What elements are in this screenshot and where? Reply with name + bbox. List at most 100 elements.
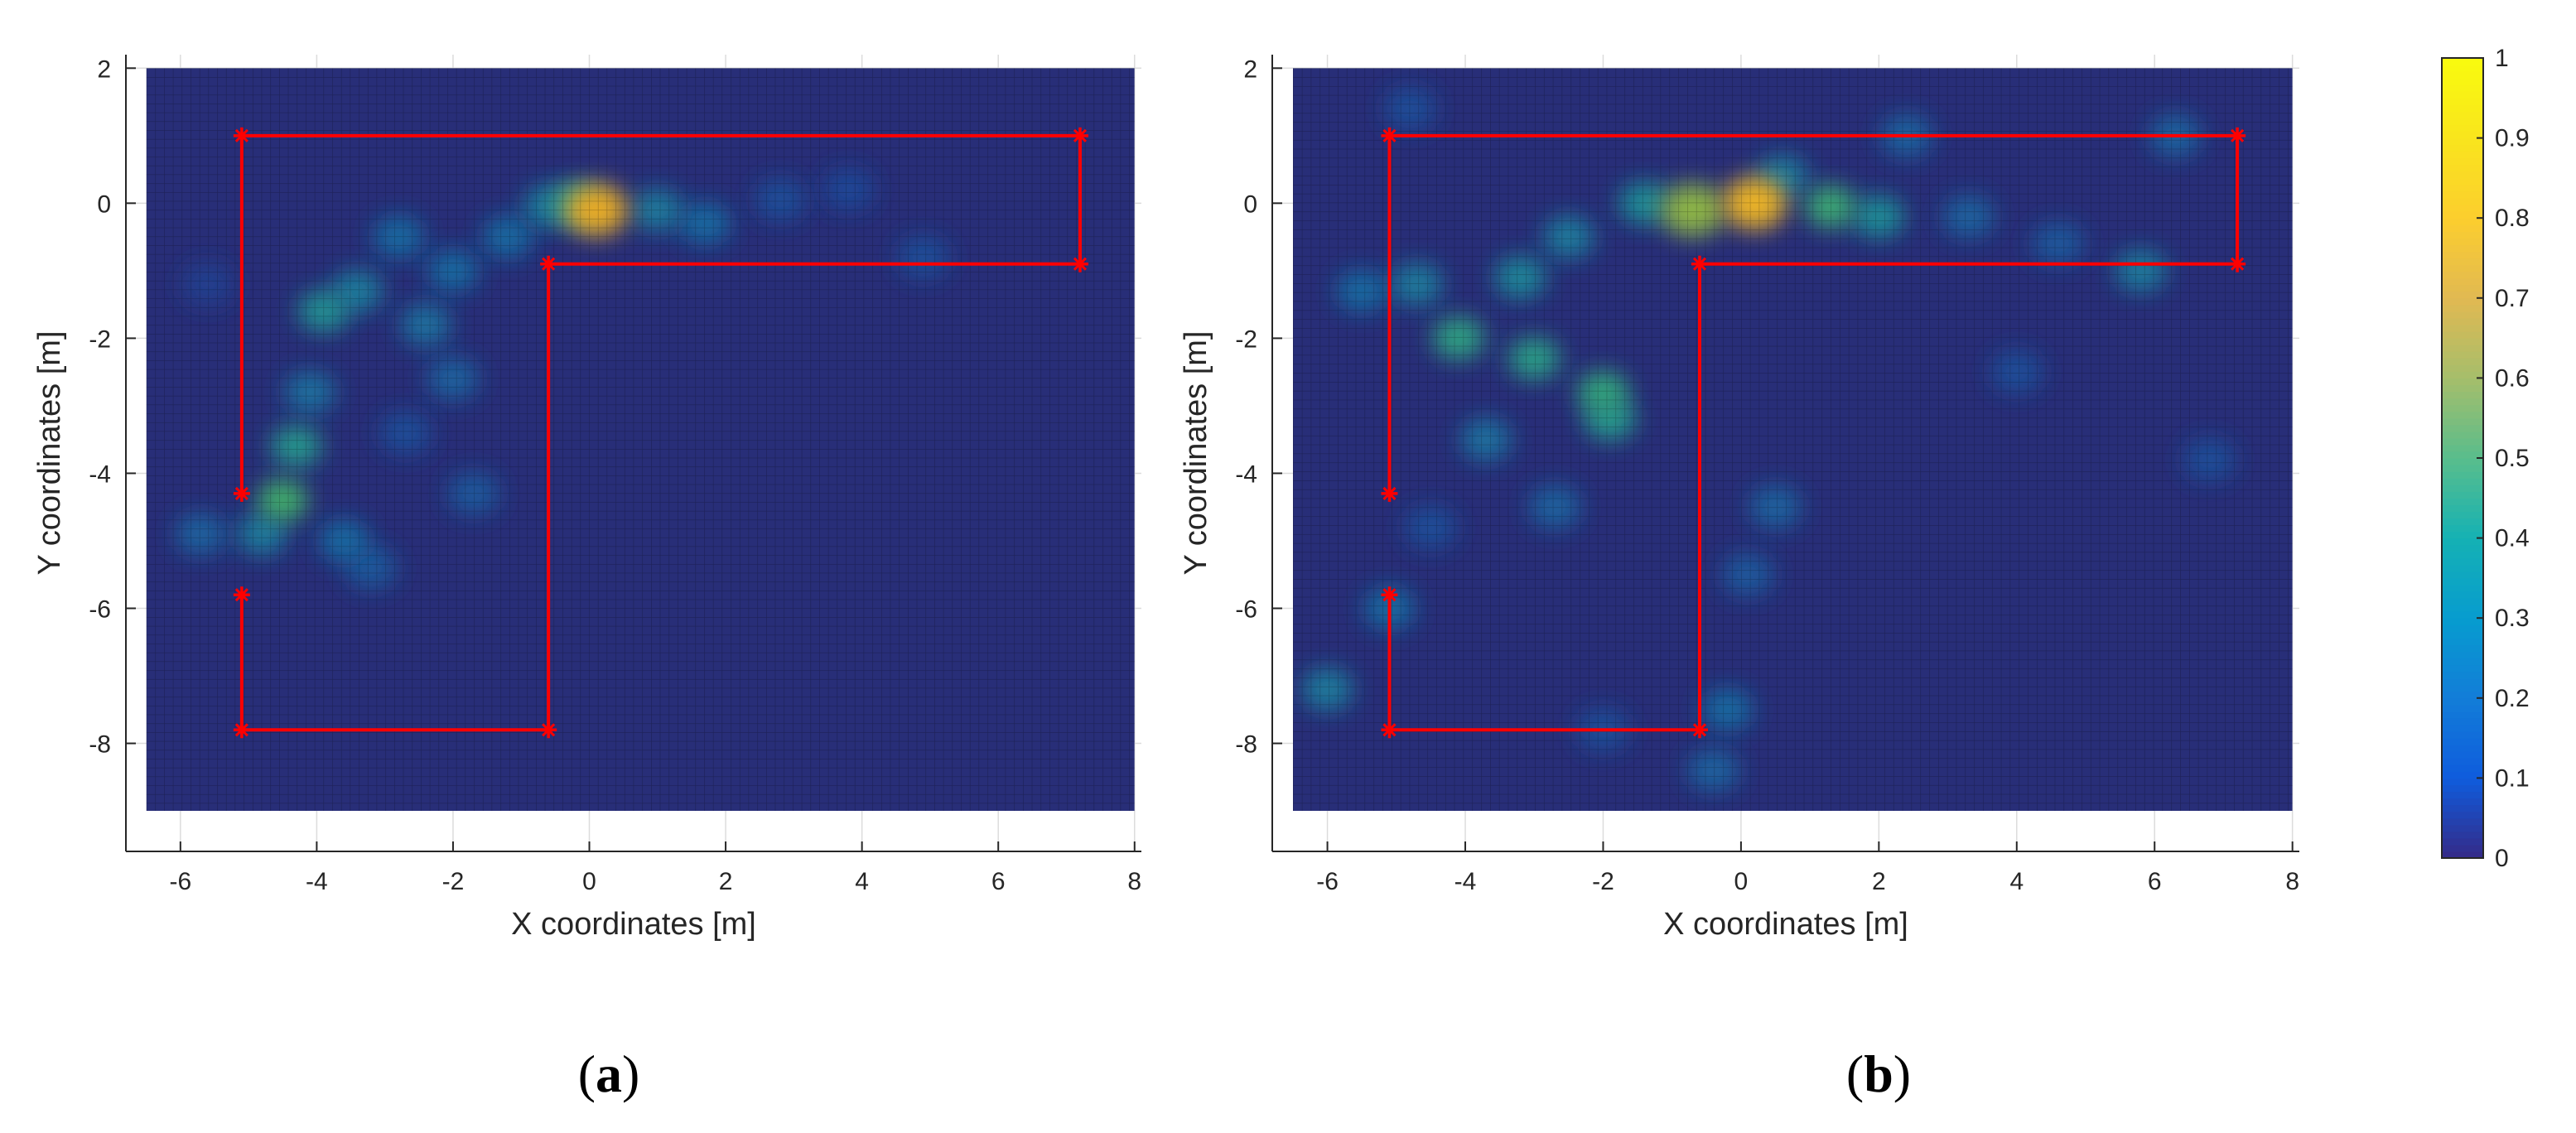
colorbar-band: [2442, 297, 2483, 306]
colorbar-band: [2442, 58, 2483, 65]
colorbar-band: [2442, 531, 2483, 539]
colorbar-tick-label: 0.2: [2495, 685, 2530, 712]
colorbar-band: [2442, 618, 2483, 625]
colorbar-band: [2442, 804, 2483, 812]
colorbar-band: [2442, 177, 2483, 186]
x-axis-label: X coordinates [m]: [1663, 907, 1908, 942]
colorbar-band: [2442, 91, 2483, 99]
colorbar-band: [2442, 411, 2483, 419]
colorbar-band: [2442, 284, 2483, 292]
colorbar-band: [2442, 471, 2483, 479]
colorbar-band: [2442, 78, 2483, 85]
colorbar-band: [2442, 738, 2483, 745]
y-tick-label: -4: [89, 460, 111, 488]
caption-b-letter: b: [1864, 1044, 1893, 1103]
colorbar-band: [2442, 731, 2483, 739]
colorbar-band: [2442, 338, 2483, 345]
colorbar-band: [2442, 644, 2483, 653]
colorbar-band: [2442, 638, 2483, 645]
x-tick-label: 2: [719, 868, 733, 895]
colorbar-band: [2442, 271, 2483, 279]
colorbar-band: [2442, 131, 2483, 139]
colorbar-band: [2442, 98, 2483, 105]
caption-a-open: (: [578, 1044, 596, 1103]
caption-a: (a): [578, 1044, 640, 1103]
colorbar-band: [2442, 631, 2483, 639]
colorbar-tick-label: 0.5: [2495, 445, 2530, 472]
x-tick-label: 2: [1872, 868, 1886, 895]
axes-box: [1271, 55, 2299, 852]
path-line: [1387, 133, 2240, 732]
colorbar-band: [2442, 364, 2483, 372]
colorbar-band: [2442, 831, 2483, 839]
colorbar-band: [2442, 571, 2483, 579]
colorbar-band: [2442, 404, 2483, 412]
colorbar-band: [2442, 518, 2483, 526]
colorbar-band: [2442, 677, 2483, 686]
colorbar-band: [2442, 384, 2483, 393]
colorbar-band: [2442, 771, 2483, 779]
colorbar-band: [2442, 444, 2483, 452]
x-tick-label: 6: [991, 868, 1006, 895]
reference-path: [1381, 127, 2246, 739]
colorbar-band: [2442, 544, 2483, 552]
colorbar-band: [2442, 751, 2483, 759]
path-marker: [1071, 127, 1088, 144]
y-tick-label: -8: [1235, 731, 1257, 759]
colorbar-band: [2442, 711, 2483, 719]
colorbar-band: [2442, 811, 2483, 819]
caption-b-open: (: [1846, 1044, 1864, 1103]
colorbar-band: [2442, 198, 2483, 205]
colorbar-band: [2442, 557, 2483, 566]
colorbar-band: [2442, 264, 2483, 272]
path-marker: [233, 485, 250, 502]
colorbar-band: [2442, 111, 2483, 119]
colorbar-band: [2442, 218, 2483, 225]
y-tick-label: 0: [97, 190, 111, 218]
x-tick-label: -2: [1592, 868, 1614, 895]
path-marker: [1381, 127, 1398, 144]
colorbar-band: [2442, 277, 2483, 286]
colorbar-band: [2442, 231, 2483, 239]
colorbar-tick-label: 0.3: [2495, 605, 2530, 632]
path-marker: [540, 721, 557, 739]
y-tick-label: -6: [1235, 596, 1257, 624]
colorbar-tick-label: 0.8: [2495, 205, 2530, 232]
colorbar-band: [2442, 485, 2483, 492]
y-tick-label: -2: [1235, 325, 1257, 353]
colorbar-tick-label: 0: [2495, 845, 2509, 872]
path-marker: [2229, 255, 2246, 272]
colorbar-band: [2442, 764, 2483, 772]
colorbar-band: [2442, 124, 2483, 133]
colorbar-band: [2442, 691, 2483, 699]
colorbar-band: [2442, 291, 2483, 299]
y-tick-label: 2: [97, 55, 111, 83]
colorbar-tick-label: 0.9: [2495, 125, 2530, 152]
caption-b-close: ): [1893, 1044, 1911, 1103]
colorbar-band: [2442, 398, 2483, 406]
colorbar-band: [2442, 137, 2483, 146]
x-tick-label: -2: [442, 868, 465, 895]
colorbar-band: [2442, 564, 2483, 572]
colorbar-band: [2442, 817, 2483, 826]
colorbar-band: [2442, 725, 2483, 732]
heatmap-panel-b: -6 -4 -2 0 2 4 6 8-8-6-4-202 X coordinates [m] …: [1179, 55, 2299, 942]
heatmap-cell-grid: [1292, 68, 2293, 812]
colorbar-band: [2442, 331, 2483, 339]
x-tick-label: 6: [2148, 868, 2162, 895]
colorbar-band: [2442, 304, 2483, 312]
colorbar-band: [2442, 584, 2483, 592]
path-marker: [1381, 485, 1398, 502]
x-tick-label: -4: [306, 868, 328, 895]
tick-labels: -6 -4 -2 0 2 4 6 8 -8 -6 -4 -2 0 2: [89, 55, 1141, 895]
colorbar-band: [2442, 378, 2483, 386]
colorbar-band: [2442, 211, 2483, 219]
colorbar-band: [2442, 504, 2483, 512]
axes-box: [125, 55, 1141, 852]
colorbar-band: [2442, 605, 2483, 612]
colorbar-band: [2442, 611, 2483, 619]
colorbar-band: [2442, 824, 2483, 832]
tick-labels: -6 -4 -2 0 2 4 6 8 -8 -6 -4 -2 0 2: [1235, 55, 2299, 895]
colorbar-band: [2442, 758, 2483, 765]
